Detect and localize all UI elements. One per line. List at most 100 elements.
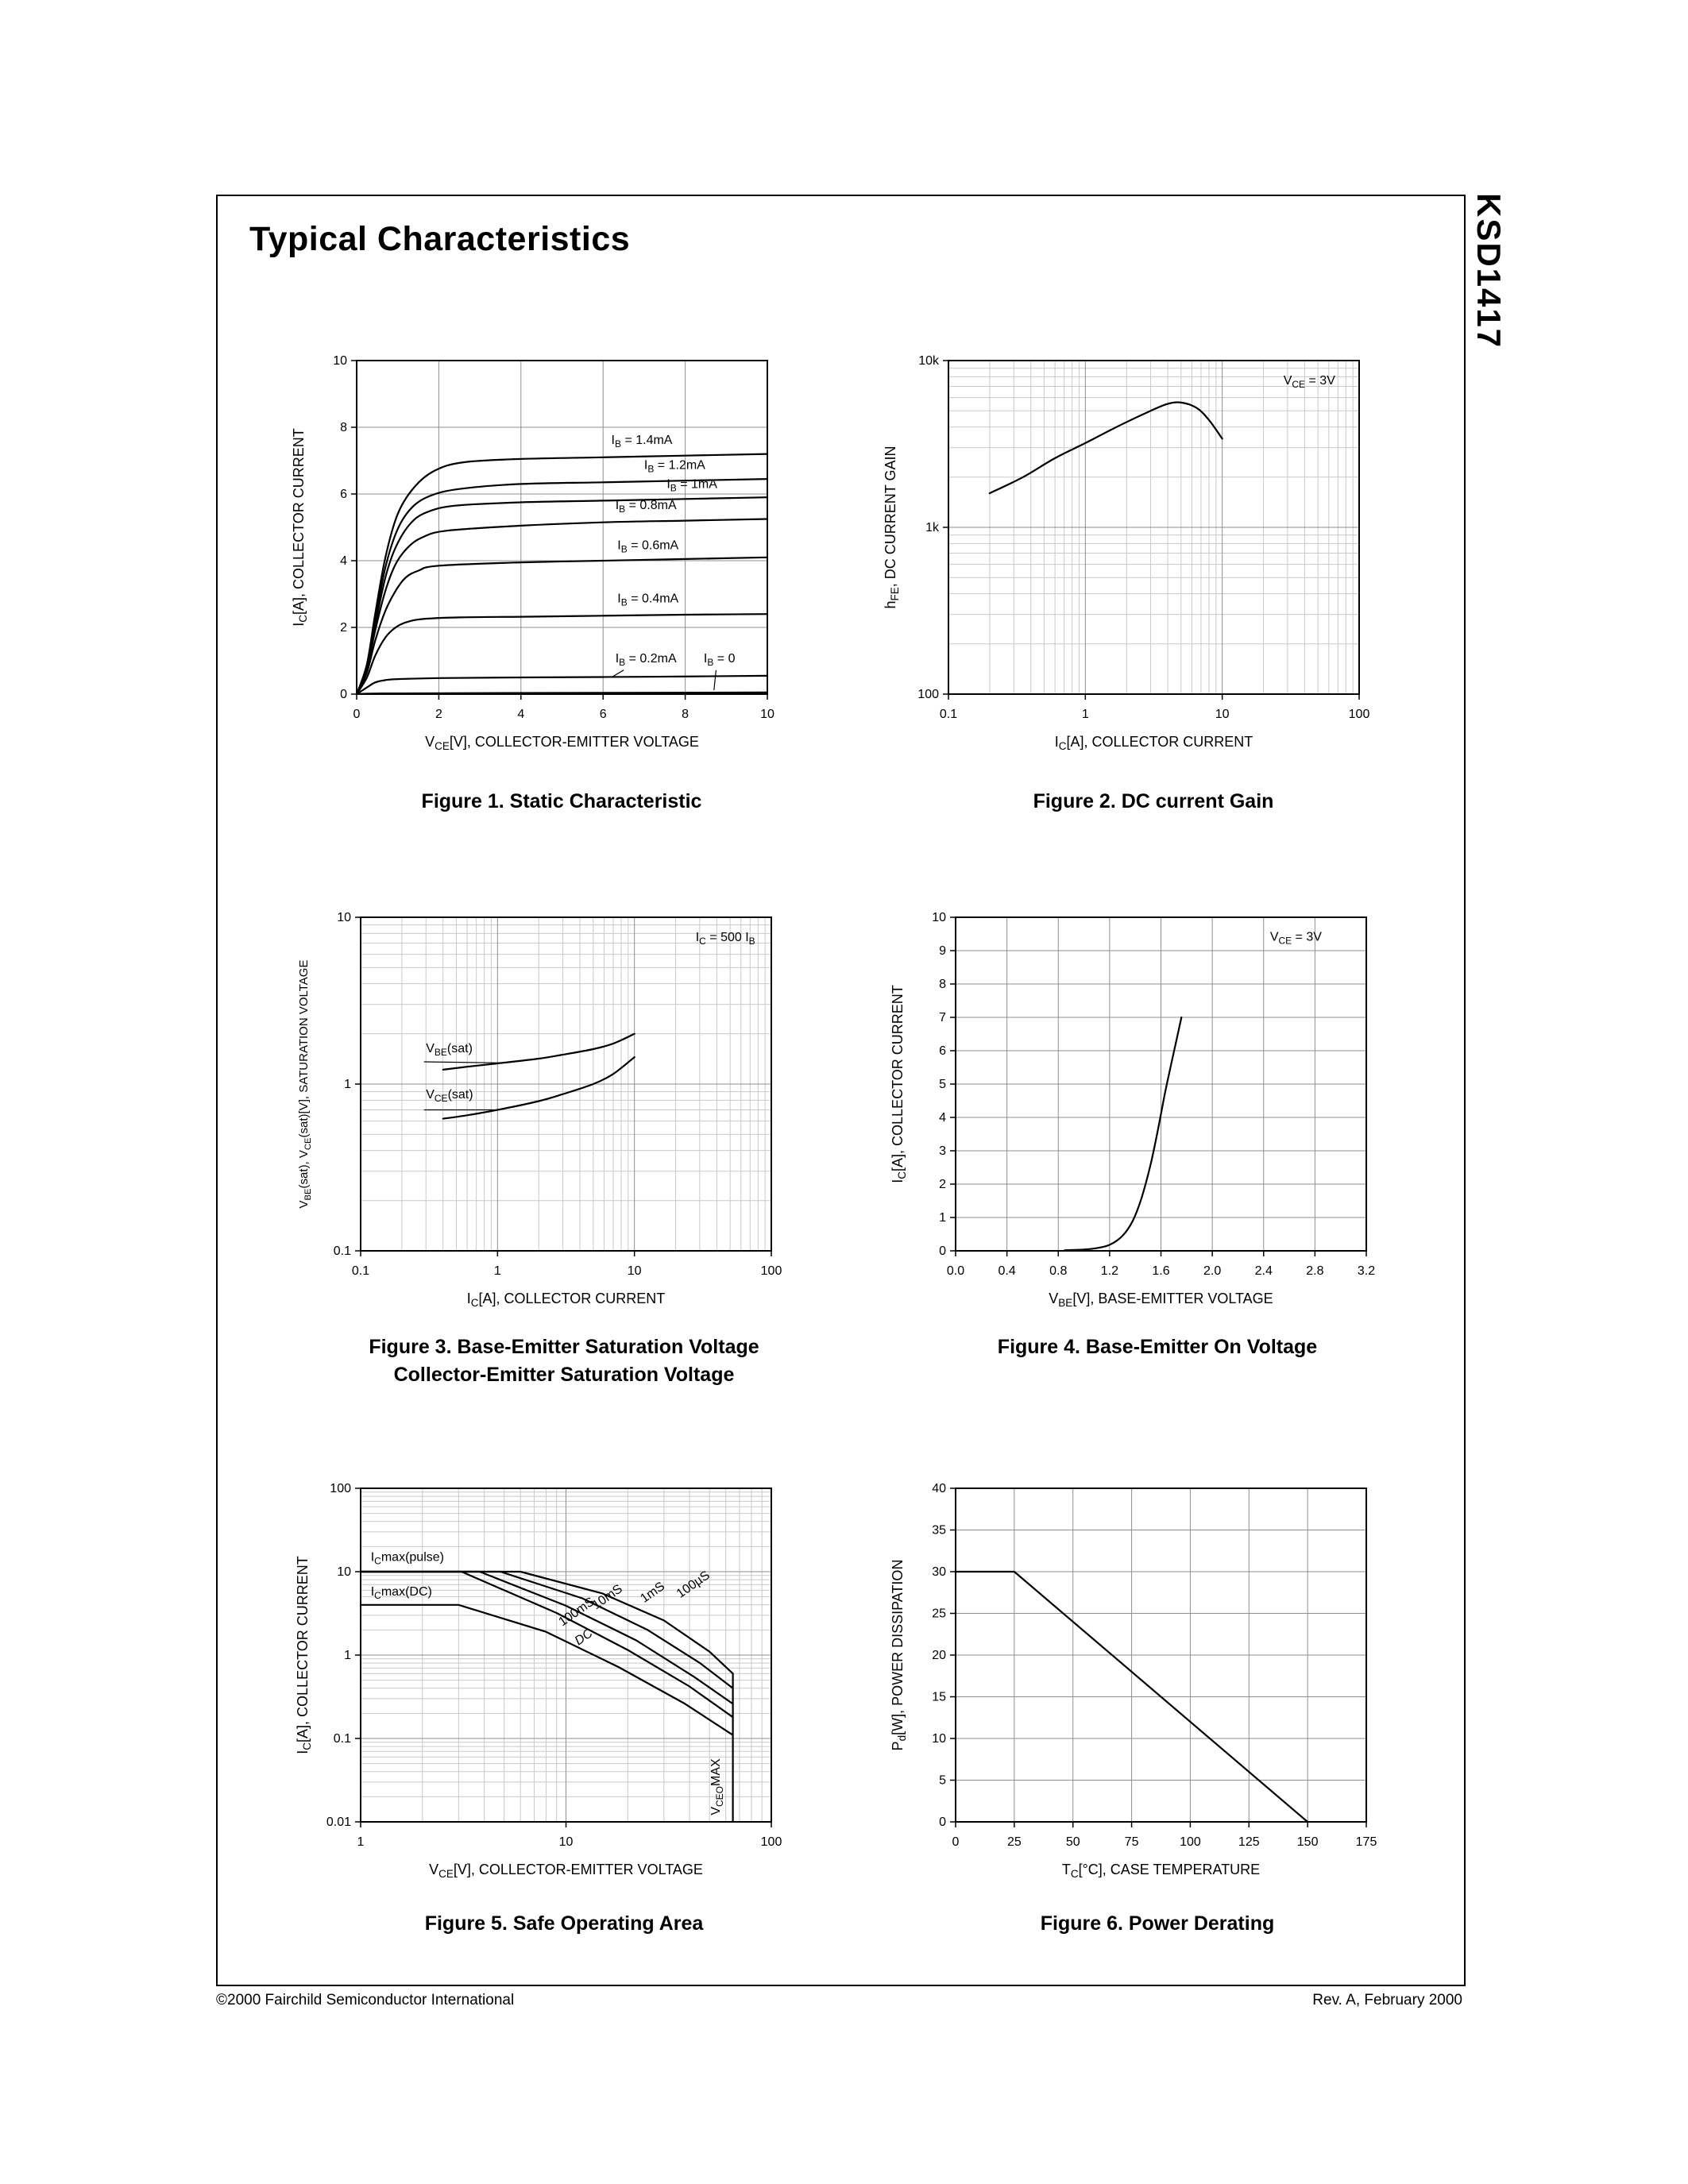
grid	[948, 361, 1359, 694]
svg-text:10k: 10k	[918, 354, 940, 368]
y-axis-label: hFE, DC CURRENT GAIN	[883, 446, 901, 609]
annotation-label: IB = 0	[704, 652, 736, 668]
annotation-label: VCE(sat)	[426, 1088, 473, 1104]
grid	[956, 917, 1366, 1251]
svg-text:8: 8	[939, 978, 946, 991]
series	[355, 453, 769, 696]
svg-text:5: 5	[939, 1774, 946, 1788]
svg-text:9: 9	[939, 944, 946, 958]
svg-text:125: 125	[1238, 1835, 1260, 1849]
series-line	[355, 518, 769, 696]
figure-6-chart: 0 25 50 75 100 125 150 175 0 5 10 15 20 25 30 35 40 TC[°C…	[890, 1482, 1377, 1880]
figure-4-chart: 0.0 0.4 0.8 1.2 1.6 2.0 2.4 2.8 3.2 0 1 2 3 4 5 6 7 8 9 10 V…	[890, 911, 1375, 1309]
svg-text:6: 6	[600, 708, 607, 721]
svg-text:25: 25	[932, 1607, 946, 1621]
annotation-label: IB = 0.2mA	[616, 652, 677, 668]
svg-text:100: 100	[761, 1264, 782, 1278]
svg-text:1.2: 1.2	[1101, 1264, 1118, 1278]
series-line	[355, 691, 769, 696]
annotation-label: VCEOMAX	[709, 1758, 725, 1815]
y-axis-label: IC[A], COLLECTOR CURRENT	[295, 1556, 313, 1754]
annotation-label: 1mS	[638, 1580, 667, 1606]
axis-ticks: 0 25 50 75 100 125 150 175 0 5 10 15 20 25 30 35 40	[932, 1482, 1377, 1849]
svg-text:0.1: 0.1	[334, 1732, 351, 1746]
svg-text:40: 40	[932, 1482, 946, 1495]
annotation-label: ICmax(DC)	[371, 1585, 432, 1601]
svg-text:1: 1	[344, 1649, 351, 1662]
figure-6: 0 25 50 75 100 125 150 175 0 5 10 15 20 25 30 35 40 TC[°C…	[880, 1474, 1404, 1919]
svg-text:100: 100	[1180, 1835, 1201, 1849]
x-axis-label: IC[A], COLLECTOR CURRENT	[1055, 734, 1253, 752]
axis-ticks: 0.1 1 10 100 0.1 1 10	[334, 911, 782, 1278]
x-axis-label: TC[°C], CASE TEMPERATURE	[1062, 1862, 1260, 1880]
svg-text:15: 15	[932, 1691, 946, 1704]
annotation-label: ICmax(pulse)	[371, 1550, 444, 1566]
series	[1064, 1016, 1183, 1252]
figure-6-caption: Figure 6. Power Derating	[1040, 1912, 1275, 1935]
annotation-label: IC = 500 IB	[696, 931, 755, 947]
svg-text:25: 25	[1007, 1835, 1022, 1849]
svg-text:1.6: 1.6	[1152, 1264, 1169, 1278]
svg-text:6: 6	[340, 488, 347, 501]
svg-text:4: 4	[517, 708, 524, 721]
figure-1: 0 2 4 6 8 10 0 2 4 6 8 10 VCE[V], COLLECTOR-EMITTER …	[281, 346, 805, 791]
annotations: VCE = 3V	[1270, 930, 1322, 946]
svg-text:0: 0	[340, 688, 347, 701]
svg-text:1: 1	[344, 1078, 351, 1091]
svg-text:1: 1	[1082, 708, 1089, 721]
svg-text:20: 20	[932, 1649, 946, 1662]
series-line	[355, 496, 769, 696]
svg-text:3: 3	[939, 1144, 946, 1158]
annotation-label: VCE = 3V	[1284, 374, 1335, 390]
figure-4-caption: Figure 4. Base-Emitter On Voltage	[997, 1336, 1318, 1358]
svg-text:2.0: 2.0	[1203, 1264, 1221, 1278]
svg-text:0.01: 0.01	[326, 1815, 351, 1829]
figure-2-chart: 0.1 1 10 100 100 1k 10k IC[A], COLLECTOR CURREN…	[883, 354, 1369, 752]
series	[954, 1570, 1309, 1823]
svg-text:0.1: 0.1	[352, 1264, 369, 1278]
y-axis-label: Pd[W], POWER DISSIPATION	[890, 1560, 908, 1751]
figure-4: 0.0 0.4 0.8 1.2 1.6 2.0 2.4 2.8 3.2 0 1 2 3 4 5 6 7 8 9 10 V…	[880, 903, 1404, 1348]
part-number-label: KSD1417	[1470, 193, 1508, 349]
axis-ticks: 0.1 1 10 100 100 1k 10k	[917, 354, 1369, 721]
footer-revision: Rev. A, February 2000	[1312, 1992, 1462, 2008]
annotations: VCE = 3V	[1284, 374, 1335, 390]
svg-text:0.1: 0.1	[940, 708, 957, 721]
svg-text:175: 175	[1356, 1835, 1377, 1849]
y-axis-label: IC[A], COLLECTOR CURRENT	[890, 985, 908, 1183]
svg-text:0: 0	[939, 1815, 946, 1829]
svg-text:3.2: 3.2	[1358, 1264, 1375, 1278]
series	[359, 1570, 734, 1823]
series-line	[355, 674, 769, 696]
x-axis-label: VCE[V], COLLECTOR-EMITTER VOLTAGE	[429, 1862, 703, 1880]
annotation-label: 10mS	[590, 1582, 625, 1612]
grid	[361, 917, 771, 1251]
series-line	[359, 1603, 734, 1736]
series-line	[359, 1570, 734, 1719]
grid	[956, 1488, 1366, 1822]
annotation-label: IB = 0.6mA	[617, 538, 678, 554]
svg-text:10: 10	[333, 354, 347, 368]
svg-text:10: 10	[628, 1264, 642, 1278]
svg-text:8: 8	[682, 708, 689, 721]
svg-text:2: 2	[340, 621, 347, 635]
annotations: IC = 500 IB VBE(sat) VCE(sat)	[423, 931, 755, 1111]
svg-text:10: 10	[337, 911, 351, 924]
svg-text:10: 10	[932, 1732, 946, 1746]
svg-text:4: 4	[939, 1111, 946, 1125]
svg-text:6: 6	[939, 1044, 946, 1058]
annotation-label: IB = 1mA	[666, 477, 717, 493]
x-axis-label: IC[A], COLLECTOR CURRENT	[467, 1291, 665, 1309]
figure-1-chart: 0 2 4 6 8 10 0 2 4 6 8 10 VCE[V], COLLECTOR-EMITTER …	[291, 354, 774, 752]
series	[988, 401, 1223, 495]
x-axis-label: VBE[V], BASE-EMITTER VOLTAGE	[1049, 1291, 1273, 1309]
svg-text:0: 0	[353, 708, 361, 721]
y-axis-label: IC[A], COLLECTOR CURRENT	[291, 428, 309, 626]
svg-text:1: 1	[357, 1835, 365, 1849]
svg-text:1k: 1k	[925, 521, 940, 534]
annotation-label: VCE = 3V	[1270, 930, 1322, 946]
svg-text:0: 0	[952, 1835, 960, 1849]
svg-text:0: 0	[939, 1244, 946, 1258]
plot-border	[356, 360, 768, 695]
